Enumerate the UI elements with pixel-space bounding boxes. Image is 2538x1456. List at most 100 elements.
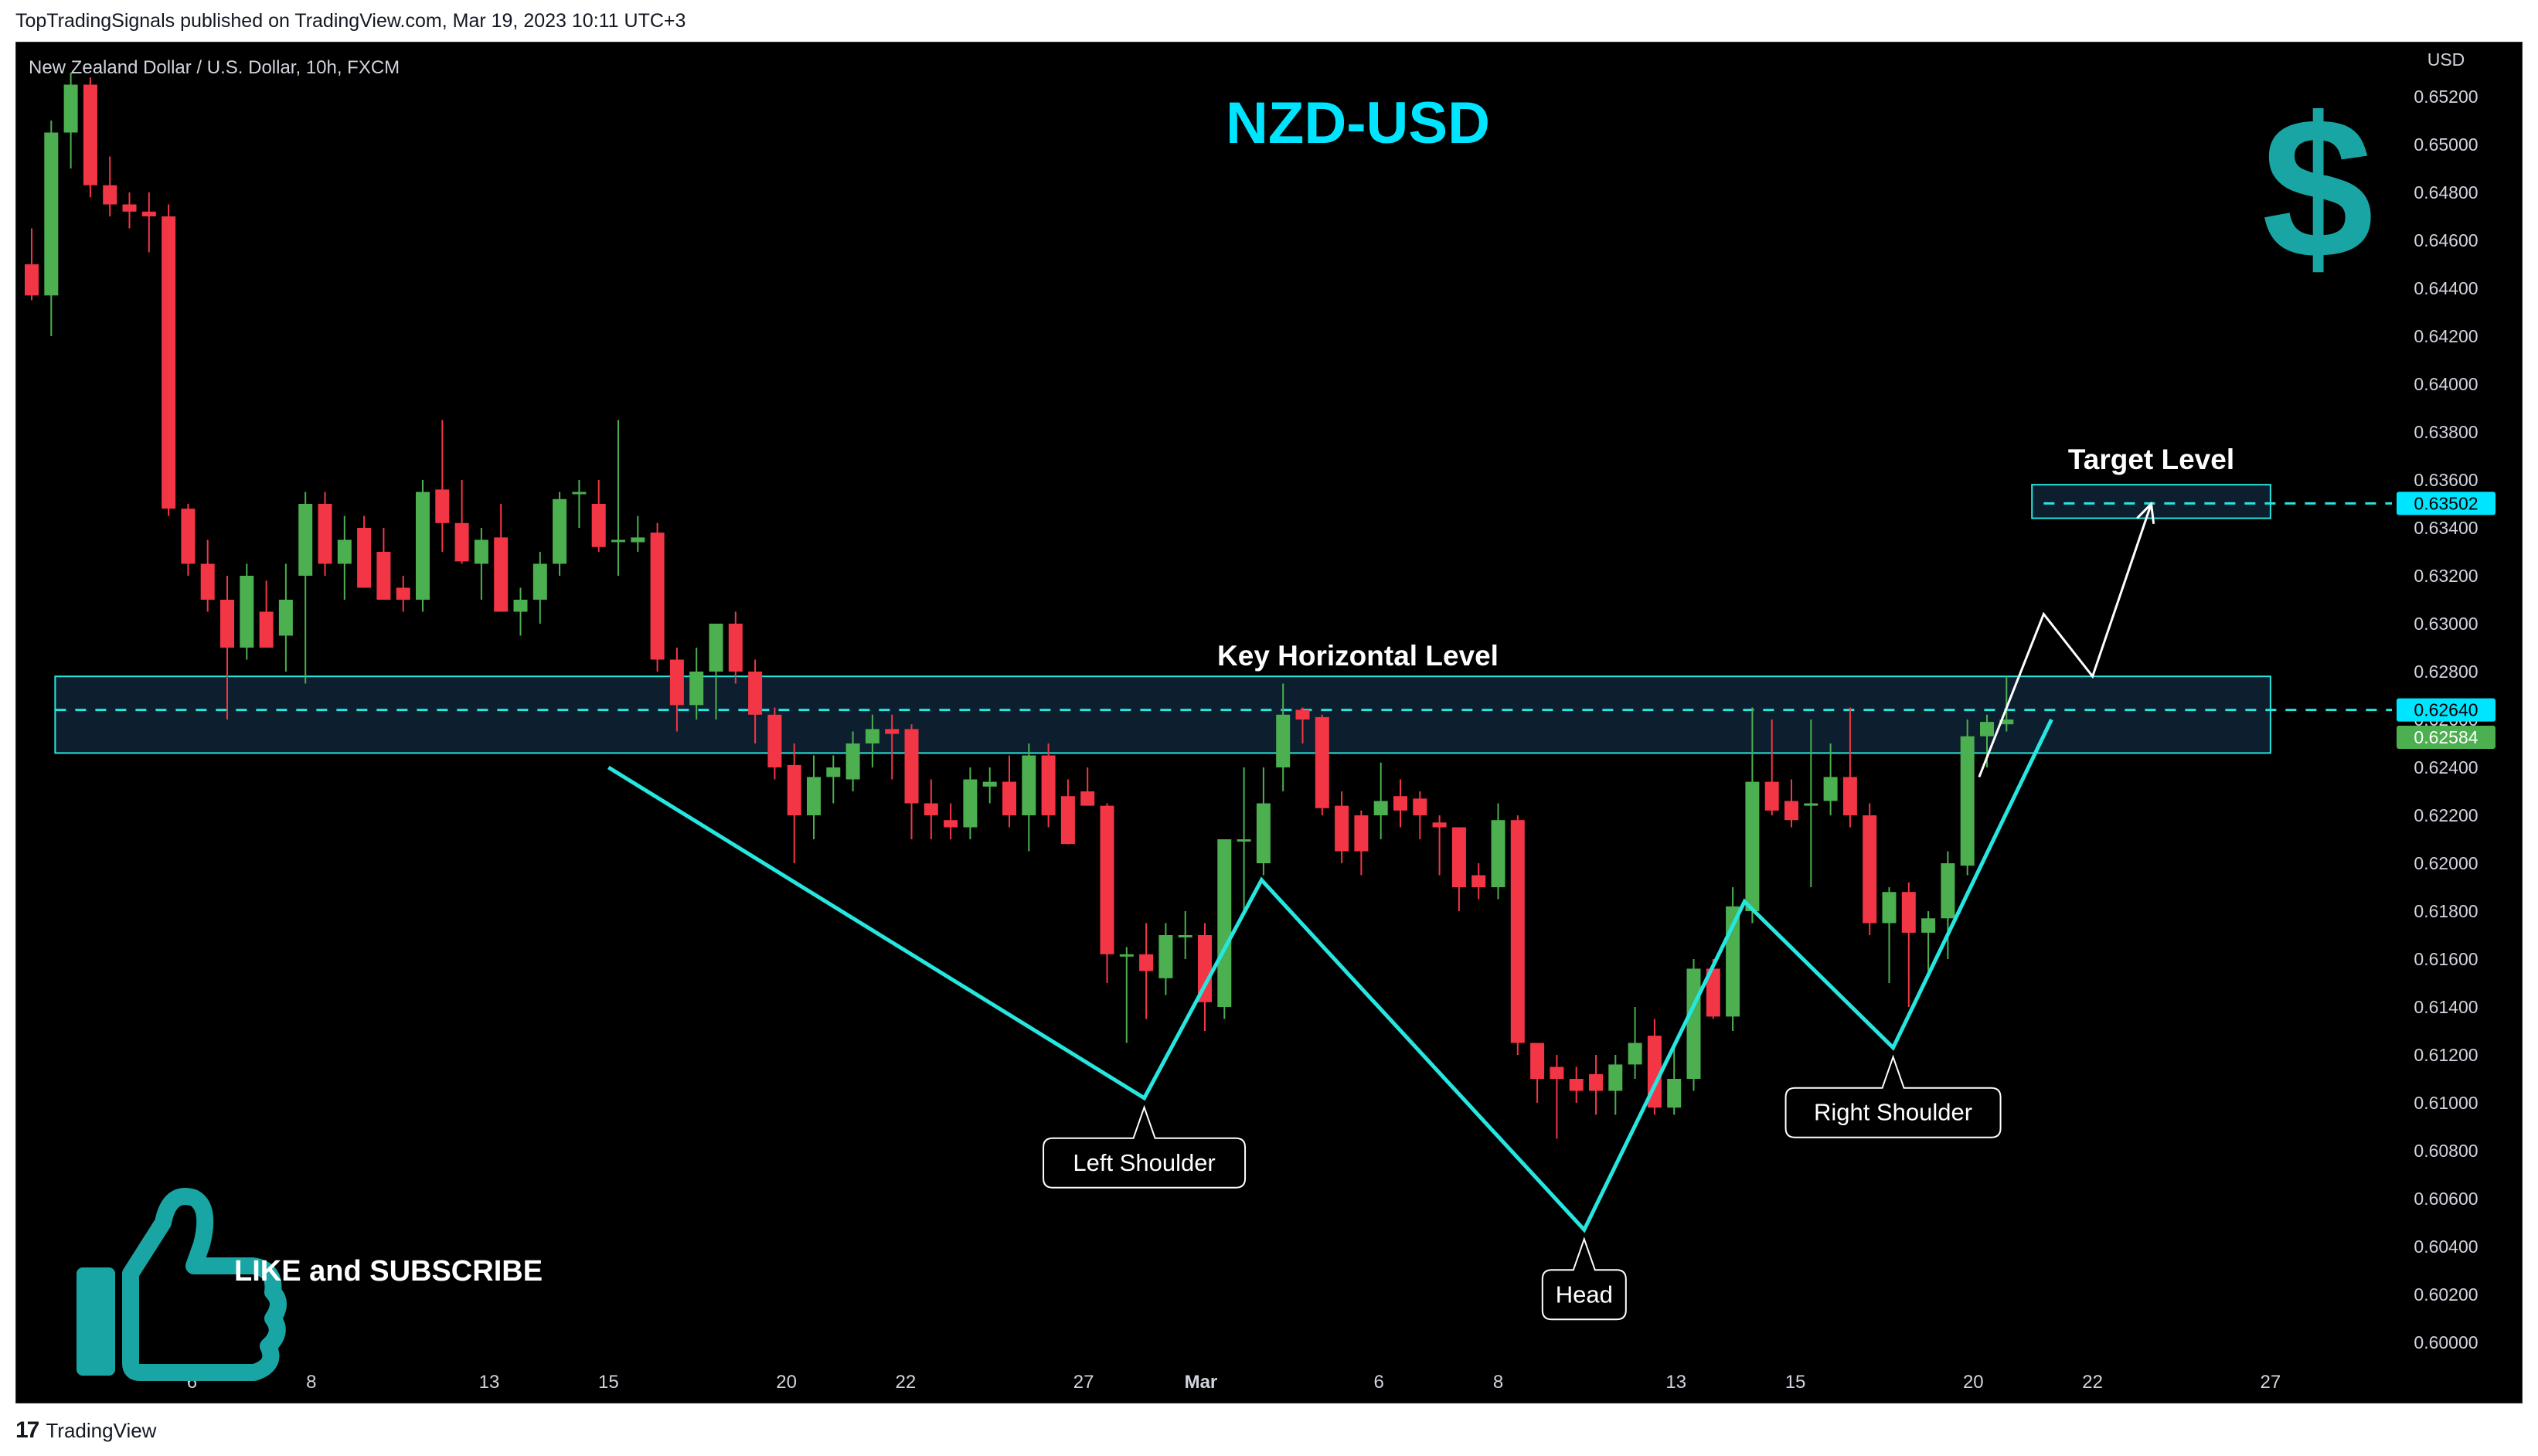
y-tick-label: 0.64200 <box>2414 326 2478 346</box>
candle-body <box>181 509 196 564</box>
thumbs-up-icon <box>77 1188 287 1381</box>
y-tick-label: 0.63600 <box>2414 470 2478 490</box>
price-badge-text: 0.63502 <box>2414 493 2478 513</box>
candle-body <box>1569 1079 1584 1091</box>
y-tick-label: 0.63000 <box>2414 614 2478 634</box>
candle-body <box>1764 781 1779 811</box>
candle-body <box>728 624 743 672</box>
right-shoulder-label: Right Shoulder <box>1784 1054 2002 1138</box>
x-tick-label: 8 <box>306 1372 316 1393</box>
candle-body <box>1784 801 1798 821</box>
y-tick-label: 0.65000 <box>2414 134 2478 155</box>
tradingview-logo[interactable]: 17 TradingView <box>15 1417 156 1444</box>
candle-body <box>1941 863 1955 919</box>
candle-body <box>650 532 665 660</box>
candle-body <box>474 539 488 564</box>
y-tick-label: 0.63800 <box>2414 422 2478 442</box>
candle-body <box>1901 892 1916 933</box>
candle-body <box>1413 798 1427 815</box>
candle-body <box>1510 820 1525 1043</box>
candle-body <box>611 539 625 543</box>
candle-body <box>103 185 117 205</box>
price-badge-bg <box>2397 492 2495 515</box>
callout-box <box>1541 1237 1627 1321</box>
y-tick-label: 0.63400 <box>2414 518 2478 538</box>
candle-body <box>1608 1064 1623 1091</box>
candle-body <box>1804 803 1818 806</box>
candle-body <box>162 216 176 509</box>
candle-body <box>220 600 234 648</box>
candle-body <box>1451 827 1466 887</box>
candle-body <box>1471 875 1486 887</box>
candle-body <box>1295 709 1310 719</box>
candle-body <box>904 729 919 804</box>
pattern-line <box>607 718 2053 1233</box>
x-tick-label: 15 <box>598 1372 619 1393</box>
candle-body <box>1373 801 1388 815</box>
candle-body <box>944 820 958 828</box>
candlestick-chart[interactable]: Left Shoulder Head Right Shoulder USD 0.600… <box>16 43 2522 1403</box>
candle-body <box>669 659 684 706</box>
candle-body <box>396 587 410 600</box>
candle-body <box>1335 805 1349 852</box>
candle-body <box>1999 719 2014 725</box>
candle-body <box>1100 805 1114 954</box>
y-tick-label: 0.64000 <box>2414 374 2478 394</box>
head-label: Head <box>1541 1237 1627 1321</box>
x-tick-label: 27 <box>2260 1372 2281 1393</box>
price-badge-bg <box>2397 725 2495 749</box>
candle-body <box>885 729 900 734</box>
candle-body <box>826 767 841 777</box>
chart-frame[interactable]: Left Shoulder Head Right Shoulder USD 0.600… <box>15 42 2523 1403</box>
y-tick-label: 0.61600 <box>2414 949 2478 969</box>
y-tick-label: 0.61000 <box>2414 1093 2478 1113</box>
y-tick-label: 0.60800 <box>2414 1141 2478 1161</box>
y-tick-label: 0.60600 <box>2414 1189 2478 1209</box>
candle-body <box>1706 968 1720 1017</box>
candle-body <box>1550 1066 1564 1079</box>
y-tick-label: 0.62000 <box>2414 853 2478 873</box>
candle-body <box>298 504 313 576</box>
x-tick-label: 6 <box>1373 1372 1383 1393</box>
y-tick-label: 0.64400 <box>2414 278 2478 298</box>
y-tick-label: 0.65200 <box>2414 87 2478 107</box>
y-tick-label: 0.60400 <box>2414 1237 2478 1257</box>
candle-body <box>1530 1043 1545 1079</box>
candle-body <box>494 537 509 612</box>
thumb-cuff <box>77 1267 115 1376</box>
candle-body <box>982 781 997 787</box>
x-tick-label: 27 <box>1073 1372 1094 1393</box>
candle-body <box>44 132 59 296</box>
dollar-sign-icon: $ <box>2262 77 2374 301</box>
key-level-zone <box>54 675 2271 754</box>
candle-body <box>1628 1043 1642 1065</box>
candle-body <box>689 672 704 706</box>
x-tick-label: 15 <box>1785 1372 1806 1393</box>
callout-box <box>1043 1104 1247 1189</box>
axis-currency-label: USD <box>2427 49 2465 70</box>
candle-body <box>924 803 938 815</box>
candle-body <box>1823 777 1838 801</box>
like-subscribe-text: LIKE and SUBSCRIBE <box>234 1255 543 1288</box>
projection-line <box>1978 503 2152 777</box>
x-tick-label: 22 <box>2082 1372 2103 1393</box>
x-tick-label: 20 <box>1963 1372 1984 1393</box>
candle-body <box>1080 791 1095 806</box>
candle-body <box>141 211 156 216</box>
candle-body <box>122 204 137 212</box>
candle-body <box>1491 820 1505 887</box>
x-tick-label: 13 <box>479 1372 500 1393</box>
candle-body <box>1960 736 1975 866</box>
candle-body <box>1002 781 1016 815</box>
candle-body <box>572 492 587 495</box>
candle-body <box>1041 755 1056 815</box>
candle-body <box>454 522 469 562</box>
left-shoulder-label: Left Shoulder <box>1043 1104 1247 1189</box>
candle-body <box>1022 755 1036 815</box>
candle-body <box>435 489 450 523</box>
candle-body <box>1237 839 1251 842</box>
candle-body <box>1686 968 1701 1079</box>
candle-body <box>1198 935 1212 1002</box>
candle-body <box>532 563 547 600</box>
y-tick-label: 0.64600 <box>2414 230 2478 250</box>
